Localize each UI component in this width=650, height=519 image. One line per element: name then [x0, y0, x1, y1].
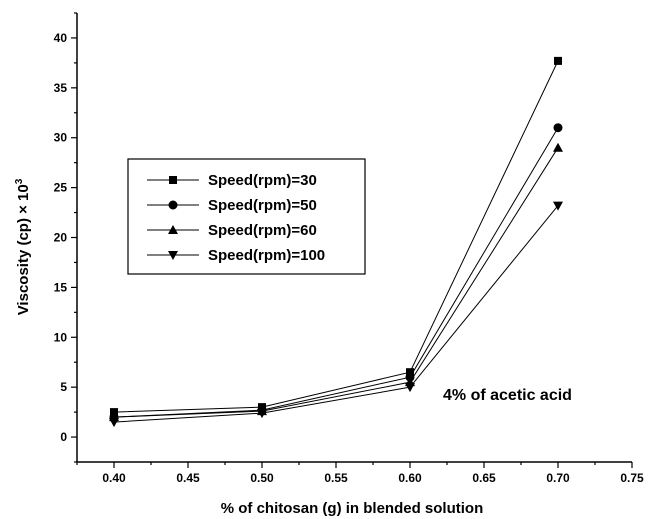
axes: 0 5 10 15 20 25 30 35 40 0.40 0.45 0.50 0.55 0.60 0.65… [54, 12, 644, 485]
data-point [109, 418, 119, 428]
legend: Speed(rpm)=30 Speed(rpm)=50 Speed(rpm)=60 S… [127, 158, 366, 275]
data-point [405, 383, 415, 393]
legend-label: Speed(rpm)=30 [208, 172, 317, 189]
legend-entry-3: Speed(rpm)=100 [147, 247, 325, 264]
data-point [406, 368, 414, 377]
y-tick-label: 25 [54, 181, 68, 195]
series-line [113, 147, 559, 418]
x-tick-label: 0.45 [176, 471, 200, 485]
y-tick-label: 15 [54, 280, 68, 294]
data-point [257, 409, 267, 419]
x-tick-label: 0.55 [324, 471, 348, 485]
y-tick-label: 5 [60, 380, 67, 394]
series-3 [109, 201, 563, 428]
annotation-text: 4% of acetic acid [443, 387, 572, 404]
legend-entry-0: Speed(rpm)=30 [147, 172, 317, 189]
x-axis-title: % of chitosan (g) in blended solution [221, 500, 484, 517]
x-tick-label: 0.40 [102, 471, 126, 485]
legend-label: Speed(rpm)=60 [208, 222, 317, 239]
legend-marker [168, 200, 178, 210]
legend-marker [168, 251, 178, 260]
x-tick-label: 0.70 [546, 471, 570, 485]
legend-label: Speed(rpm)=50 [208, 197, 317, 214]
y-tick-label: 20 [54, 231, 68, 245]
legend-marker [168, 225, 178, 234]
x-tick-label: 0.75 [620, 471, 644, 485]
data-point [553, 201, 563, 211]
legend-entry-1: Speed(rpm)=50 [147, 197, 317, 214]
series-line [113, 205, 559, 423]
series-line [113, 60, 559, 413]
x-tick-label: 0.50 [250, 471, 274, 485]
data-point [554, 56, 562, 65]
y-axis-title-main: Viscosity (cp) × 10 [15, 184, 32, 315]
x-tick-label: 0.65 [472, 471, 496, 485]
data-point [553, 123, 563, 133]
y-axis-title-sup: 3 [14, 178, 25, 184]
y-tick-label: 30 [54, 131, 68, 145]
y-tick-label: 10 [54, 330, 68, 344]
series-layer [109, 56, 563, 428]
x-tick-label: 0.60 [398, 471, 422, 485]
legend-entry-2: Speed(rpm)=60 [147, 222, 317, 239]
y-tick-label: 35 [54, 81, 68, 95]
y-axis-title: Viscosity (cp) × 103 [14, 178, 32, 315]
legend-label: Speed(rpm)=100 [208, 247, 325, 264]
legend-marker [169, 176, 177, 184]
y-tick-label: 40 [54, 31, 68, 45]
y-tick-label: 0 [60, 430, 67, 444]
data-point [553, 142, 563, 152]
